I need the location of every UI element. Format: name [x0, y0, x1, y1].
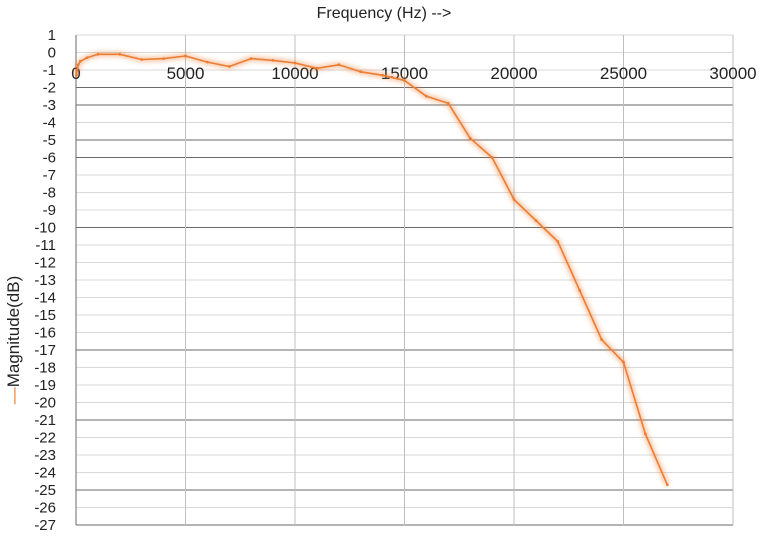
x-tick-label: 30000	[709, 64, 756, 83]
x-tick-label: 25000	[600, 64, 647, 83]
data-point	[271, 58, 275, 62]
y-tick-label: -26	[34, 500, 56, 517]
data-point	[512, 198, 516, 201]
x-tick-label: 5000	[167, 64, 205, 83]
data-point	[78, 59, 82, 63]
y-tick-label: -22	[34, 430, 56, 447]
y-tick-label: -21	[34, 412, 56, 429]
y-tick-label: -12	[34, 255, 56, 272]
y-tick-label: -27	[34, 517, 56, 534]
y-tick-label: -25	[34, 482, 56, 499]
y-tick-label: -6	[43, 150, 56, 167]
y-tick-label: -5	[43, 132, 56, 149]
y-tick-label: 0	[48, 45, 56, 62]
y-tick-label: 1	[48, 27, 56, 44]
y-tick-label: -13	[34, 272, 56, 289]
x-tick-label: 20000	[490, 64, 537, 83]
data-point	[337, 63, 341, 67]
y-tick-label: -20	[34, 395, 56, 412]
data-point	[600, 338, 603, 341]
data-point	[96, 52, 100, 56]
y-tick-label: -23	[34, 447, 56, 464]
data-point	[140, 58, 144, 61]
data-point	[490, 156, 494, 159]
data-point	[578, 289, 582, 292]
y-tick-label: -8	[43, 185, 56, 202]
y-tick-label: -15	[34, 307, 56, 324]
series-line	[75, 53, 669, 486]
data-point	[227, 65, 231, 68]
y-tick-label: -10	[34, 220, 56, 237]
data-point	[446, 101, 450, 105]
data-point	[184, 54, 187, 58]
data-point	[162, 57, 166, 61]
data-point	[534, 219, 538, 222]
data-point	[468, 136, 472, 140]
data-point	[206, 60, 209, 64]
data-point	[76, 63, 80, 67]
y-tick-label: -1	[43, 62, 56, 79]
y-tick-label: -9	[43, 202, 56, 219]
y-tick-label: -2	[43, 80, 56, 97]
data-point	[381, 73, 384, 77]
data-point	[85, 56, 89, 60]
y-axis-label-wrap: —Magnitude(dB)	[0, 240, 28, 440]
data-point	[644, 432, 647, 436]
data-point	[118, 52, 122, 56]
y-tick-label: -7	[43, 167, 56, 184]
data-point	[249, 57, 253, 61]
y-axis-label-text: Magnitude(dB)	[4, 275, 23, 388]
data-point	[293, 61, 297, 65]
data-point	[403, 79, 406, 82]
data-point	[359, 70, 363, 74]
series-group	[73, 51, 670, 487]
data-point	[315, 66, 319, 70]
y-tick-label: -24	[34, 465, 56, 482]
data-point	[75, 73, 78, 77]
data-point	[556, 240, 560, 243]
y-tick-label: -4	[43, 115, 56, 132]
data-point	[425, 94, 428, 98]
y-tick-label: -11	[35, 237, 56, 254]
legend-marker: —	[4, 387, 23, 405]
y-tick-label: -17	[34, 342, 56, 359]
y-tick-label: -16	[34, 325, 56, 342]
x-tick-labels: 0 5000 10000 15000 20000 25000 30000	[71, 64, 756, 83]
data-point	[622, 360, 625, 364]
y-tick-label: -14	[34, 290, 56, 307]
x-tick-label: 10000	[271, 64, 318, 83]
y-tick-label: -19	[34, 377, 56, 394]
data-point	[75, 68, 79, 72]
y-axis-label: —Magnitude(dB)	[4, 276, 24, 405]
y-tick-labels: 10-1-2-3-4-5-6-7-8-9-10-11-12-13-14-15-1…	[34, 27, 56, 534]
grid-lines	[75, 34, 734, 526]
x-axis-label: Frequency (Hz) -->	[316, 5, 452, 22]
data-point	[665, 483, 669, 487]
y-tick-label: -18	[34, 360, 56, 377]
y-tick-label: -3	[43, 97, 56, 114]
